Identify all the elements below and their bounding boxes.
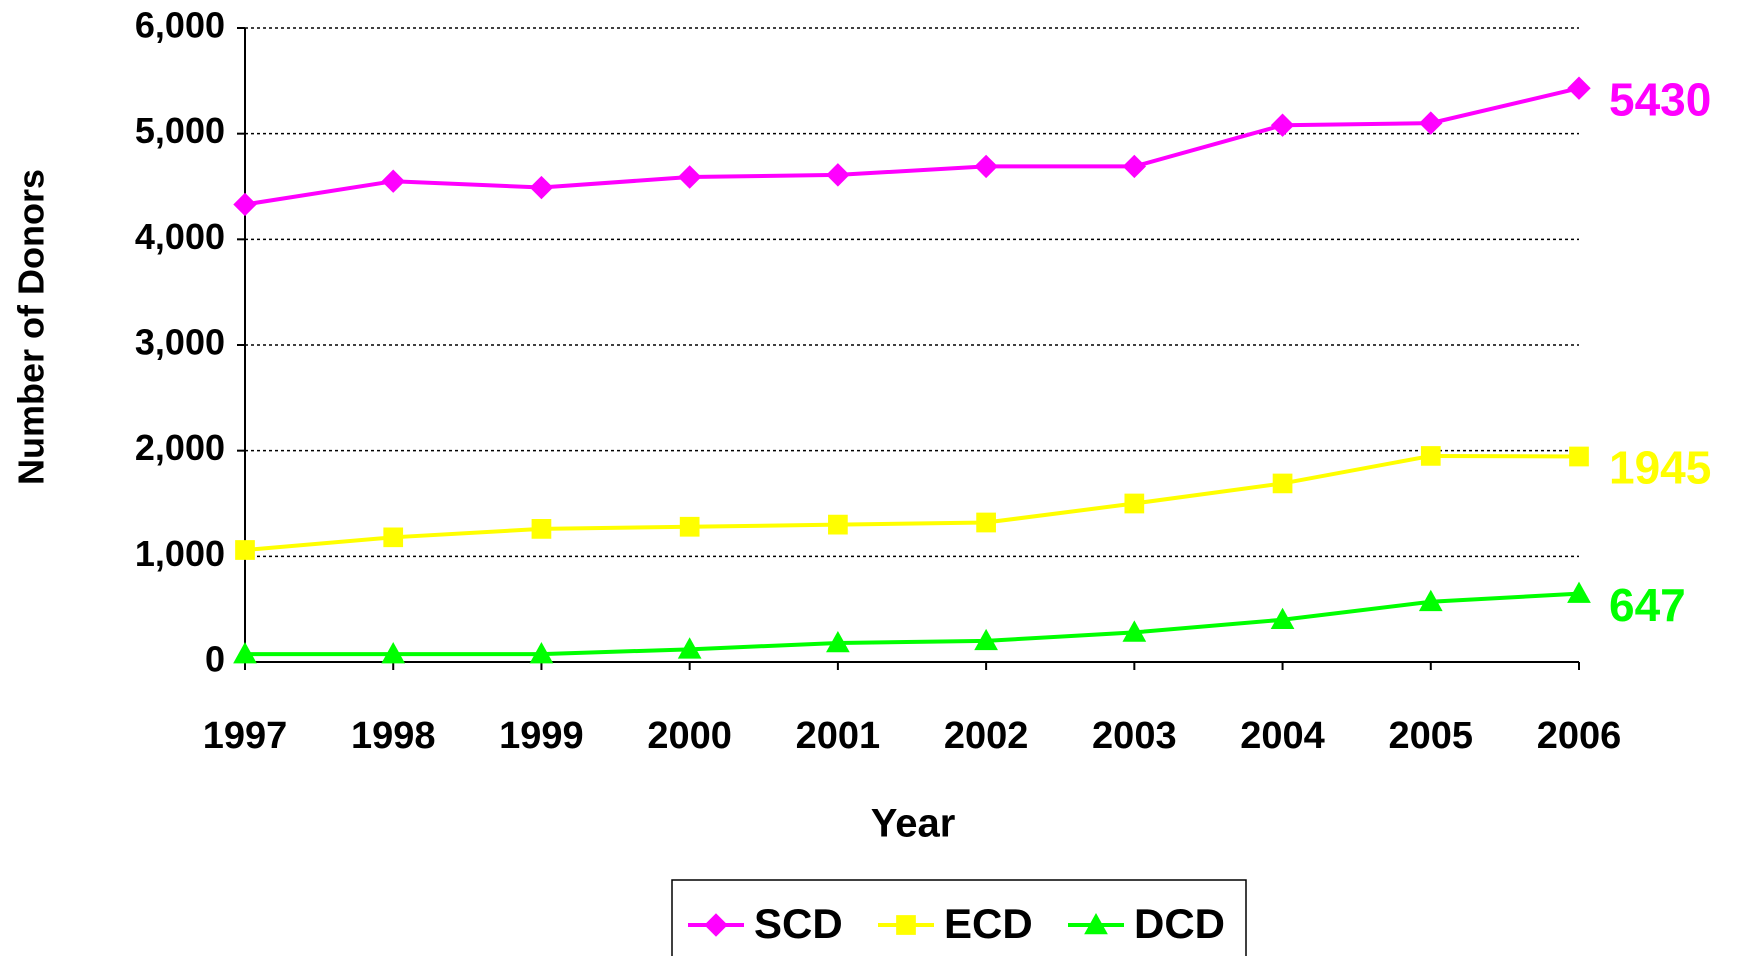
data-label: 647 [1609,579,1686,631]
legend-label: ECD [944,900,1033,947]
point [531,519,552,539]
y-axis-title: Number of Donors [11,169,52,485]
x-tick-label: 2000 [647,715,732,757]
x-tick-label: 2006 [1537,715,1622,757]
legend-box [671,879,1247,956]
x-tick-label: 2004 [1240,715,1325,757]
point [826,163,850,187]
point [529,175,554,200]
y-tick-label: 5,000 [135,110,225,151]
legend-marker [704,913,728,937]
y-tick-label: 6,000 [135,5,225,46]
x-tick-label: 2001 [796,715,881,757]
point [233,192,257,217]
point [1569,446,1589,467]
x-tick-label: 1998 [351,715,436,757]
series-line [244,453,1580,552]
x-tick-label: 2005 [1389,715,1474,757]
point [976,512,996,533]
point [1270,113,1295,137]
legend-label: DCD [1134,900,1225,947]
point [1418,589,1443,612]
point [1270,607,1295,630]
series-line [244,86,1580,207]
point [381,642,406,664]
point [1567,581,1591,603]
y-tick-label: 1,000 [135,533,225,574]
data-label: 1945 [1609,442,1711,494]
point [1122,620,1147,642]
point [974,628,998,651]
legend-marker [896,915,916,935]
x-tick-label: 1997 [203,715,288,757]
y-tick-label: 0 [205,639,225,680]
point [1419,111,1443,135]
y-tick-label: 3,000 [135,322,225,363]
x-tick-label: 2003 [1092,715,1177,757]
point [974,154,998,179]
legend-label: SCD [754,900,843,947]
point [1567,76,1591,100]
point [383,527,404,548]
point [679,516,700,537]
point [235,540,255,560]
x-tick-label: 2002 [944,715,1029,757]
point [381,169,405,193]
point [826,630,850,653]
series-line [245,591,1580,657]
legend-marker [1084,912,1108,935]
point [233,642,257,664]
data-label: 5430 [1609,73,1711,125]
point [1122,154,1147,179]
point [529,642,554,664]
x-axis-title: Year [871,802,956,846]
x-tick-label: 1999 [499,715,584,757]
point [677,637,702,659]
point [1420,446,1441,466]
y-tick-label: 4,000 [135,216,225,257]
point [1124,493,1145,514]
point [828,514,848,535]
y-tick-label: 2,000 [135,427,225,468]
point [677,165,702,189]
point [1272,473,1293,494]
